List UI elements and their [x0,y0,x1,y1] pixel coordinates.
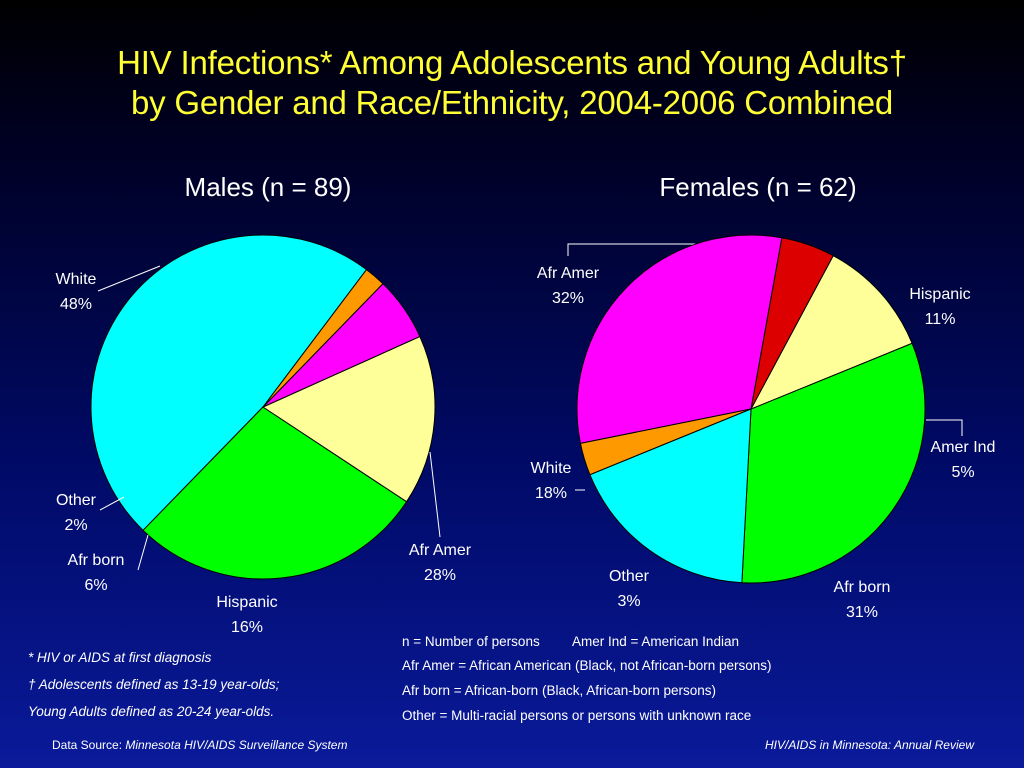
females-percent-hispanic: 11% [925,311,956,328]
females-slice-white [589,408,752,584]
males-percent-afr-born: 6% [84,577,107,594]
males-label-afr-amer: Afr Amer [409,542,472,559]
females-label-other: Other [609,568,650,585]
legend-n-definition: n = Number of persons [402,634,540,649]
footnote-young-adults: Young Adults defined as 20-24 year-olds. [28,704,275,719]
footnote-adolescents: † Adolescents defined as 13-19 year-olds… [28,677,280,692]
report-name: HIV/AIDS in Minnesota: Annual Review [765,738,974,752]
males-pie: White 48% Afr Amer 28% Hispanic 16% Afr born 6%… [56,234,472,636]
data-source: Data Source: Minnesota HIV/AIDS Surveill… [52,738,347,752]
legend-afr-amer-definition: Afr Amer = African American (Black, not … [402,658,772,673]
females-percent-white: 18% [535,485,567,502]
males-chart-title: Males (n = 89) [184,172,352,202]
females-percent-amer-ind: 5% [951,464,974,481]
males-label-afr-born: Afr born [68,552,125,569]
males-leader-line-afr-born [137,534,149,571]
males-label-hispanic: Hispanic [216,594,277,611]
females-percent-afr-amer: 32% [552,290,584,307]
females-label-afr-amer: Afr Amer [537,265,600,282]
males-leader-line-afr-amer [429,451,441,538]
females-label-white: White [531,460,572,477]
slide-title-line-1: HIV Infections* Among Adolescents and Yo… [117,44,907,81]
females-slice-afr-born [576,234,783,444]
males-percent-hispanic: 16% [231,619,263,636]
males-slice-hispanic [261,335,436,503]
males-leader-line-white [97,265,161,292]
males-leader-line-other [99,496,125,511]
females-leader-line-amer-ind [926,419,963,436]
females-label-afr-born: Afr born [834,579,891,596]
legend-other-definition: Other = Multi-racial persons or persons … [402,708,752,723]
report-name-text: HIV/AIDS in Minnesota: Annual Review [765,738,974,752]
females-pie: Afr Amer 32% Hispanic 11% Amer Ind 5% Afr born… [531,234,996,621]
legend-afr-born-definition: Afr born = African-born (Black, African-… [402,683,717,698]
males-slice-white [90,234,368,532]
females-slice-hispanic [749,254,913,410]
data-source-prefix: Data Source: [52,738,126,752]
females-leader-line-afr-amer [567,243,698,256]
footnote-hiv-aids: * HIV or AIDS at first diagnosis [28,650,212,665]
males-label-other: Other [56,492,97,509]
females-percent-afr-born: 31% [846,604,878,621]
females-label-hispanic: Hispanic [909,286,970,303]
data-source-name: Minnesota HIV/AIDS Surveillance System [125,738,348,752]
females-label-amer-ind: Amer Ind [931,439,996,456]
males-percent-other: 2% [64,517,87,534]
males-percent-white: 48% [60,296,92,313]
females-chart-title: Females (n = 62) [659,172,857,202]
females-percent-other: 3% [617,593,640,610]
males-label-white: White [56,271,97,288]
females-slice-afr-amer [741,342,926,584]
males-slice-afr-amer [142,406,408,580]
legend-amer-ind-definition: Amer Ind = American Indian [572,634,739,649]
slide-title-line-2: by Gender and Race/Ethnicity, 2004-2006 … [130,84,894,121]
males-slice-other [262,268,384,408]
males-percent-afr-amer: 28% [424,567,456,584]
